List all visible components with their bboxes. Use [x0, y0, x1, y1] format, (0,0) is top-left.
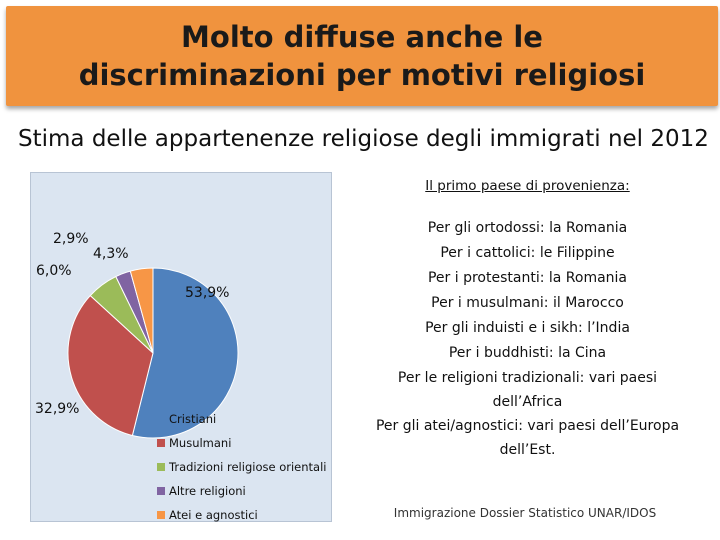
provenance-line: Per i protestanti: la Romania [427, 270, 628, 286]
legend-item-tradizioni: Tradizioni religiose orientali [157, 455, 326, 479]
provenance-line: Per i buddhisti: la Cina [448, 345, 607, 361]
data-label-atei: 4,3% [93, 246, 129, 262]
slide-subtitle: Stima delle appartenenze religiose degli… [18, 126, 709, 152]
legend-label: Altre religioni [169, 484, 246, 498]
legend-label: Musulmani [169, 436, 232, 450]
provenance-line: Per gli atei/agnostici: vari paesi dell’… [375, 418, 680, 434]
legend-item-atei: Atei e agnostici [157, 503, 326, 527]
provenance-line: Per gli induisti e i sikh: l’India [425, 320, 630, 336]
legend-swatch [157, 415, 165, 423]
chart-legend: Cristiani Musulmani Tradizioni religiose… [157, 407, 326, 527]
pie-chart-area: 2,9% 4,3% 6,0% 53,9% 32,9% Cristiani Mus… [30, 172, 332, 522]
data-label-tradizioni: 6,0% [36, 263, 72, 279]
legend-label: Atei e agnostici [169, 508, 258, 522]
legend-swatch [157, 439, 165, 447]
pie-slice-cristiani [131, 267, 239, 439]
title-banner: Molto diffuse anche le discriminazioni p… [6, 6, 718, 106]
pie-slice-musulmani [67, 294, 154, 437]
provenance-panel: Il primo paese di provenienza: Per gli o… [345, 178, 710, 462]
slide-title: Molto diffuse anche le discriminazioni p… [78, 20, 646, 92]
pie-chart [67, 267, 239, 439]
legend-item-musulmani: Musulmani [157, 431, 326, 455]
data-label-musulmani: 32,9% [35, 401, 80, 417]
provenance-line: Per gli ortodossi: la Romania [427, 220, 628, 236]
legend-swatch [157, 463, 165, 471]
provenance-line: Per i cattolici: le Filippine [440, 245, 615, 261]
provenance-line: Per i musulmani: il Marocco [431, 295, 624, 311]
legend-label: Tradizioni religiose orientali [169, 460, 327, 474]
provenance-heading: Il primo paese di provenienza: [425, 178, 630, 194]
source-credit: Immigrazione Dossier Statistico UNAR/IDO… [393, 506, 657, 520]
data-label-altre: 2,9% [53, 231, 89, 247]
pie-slice-atei [129, 267, 154, 354]
legend-item-cristiani: Cristiani [157, 407, 326, 431]
legend-swatch [157, 487, 165, 495]
legend-label: Cristiani [169, 412, 217, 426]
data-label-cristiani: 53,9% [185, 285, 230, 301]
legend-item-altre: Altre religioni [157, 479, 326, 503]
provenance-line: Per le religioni tradizionali: vari paes… [397, 370, 658, 386]
legend-swatch [157, 511, 165, 519]
provenance-line: dell’Est. [499, 442, 556, 458]
provenance-line: dell’Africa [492, 394, 563, 410]
